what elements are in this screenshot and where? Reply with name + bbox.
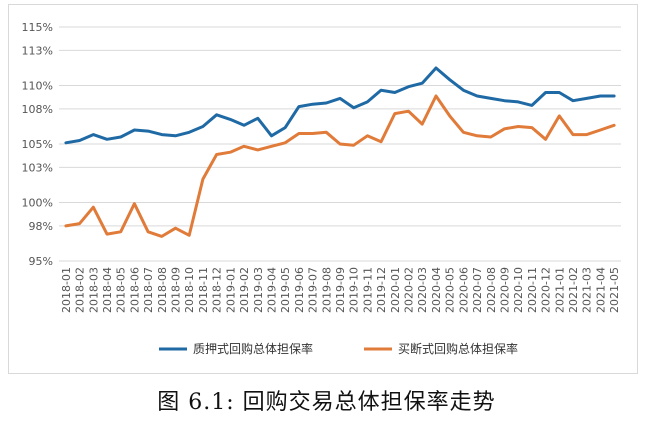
x-tick-label: 2021-01 — [553, 267, 566, 313]
x-tick-label: 2020-02 — [403, 267, 416, 313]
x-tick-label: 2019-12 — [375, 267, 388, 313]
series-line-2 — [64, 94, 616, 238]
x-tick-label: 2020-03 — [416, 267, 429, 313]
series-lines — [64, 66, 616, 238]
x-tick-label: 2019-05 — [279, 267, 292, 313]
x-tick-label: 2021-04 — [594, 267, 607, 313]
x-tick-label: 2019-03 — [252, 267, 265, 313]
x-tick-label: 2019-04 — [265, 267, 278, 313]
x-tick-label: 2019-06 — [293, 267, 306, 313]
series-line-1 — [64, 66, 616, 145]
x-tick-label: 2019-07 — [307, 267, 320, 313]
x-tick-label: 2021-03 — [581, 267, 594, 313]
x-tick-label: 2020-04 — [430, 267, 443, 313]
y-axis-ticks: 95% 98% 100% 103% 105% 108% 110% 113% 115% — [22, 21, 53, 268]
chart-frame: 95% 98% 100% 103% 105% 108% 110% 113% 115% 2018-… — [8, 4, 638, 374]
x-tick-label: 2019-09 — [334, 267, 347, 313]
x-tick-label: 2020-05 — [444, 267, 457, 313]
x-tick-label: 2018-08 — [156, 267, 169, 313]
x-tick-label: 2018-03 — [87, 267, 100, 313]
x-tick-label: 2019-01 — [224, 267, 237, 313]
x-tick-label: 2021-02 — [567, 267, 580, 313]
x-tick-label: 2020-11 — [526, 267, 539, 313]
y-tick-label: 113% — [22, 44, 53, 57]
y-tick-label: 95% — [29, 255, 53, 268]
x-tick-label: 2018-11 — [197, 267, 210, 313]
x-axis-ticks: 2018-01 2018-02 2018-03 2018-04 2018-05 2018-… — [60, 267, 621, 313]
y-tick-label: 115% — [22, 21, 53, 34]
x-tick-label: 2019-08 — [320, 267, 333, 313]
x-tick-label: 2018-02 — [74, 267, 87, 313]
y-tick-label: 100% — [22, 197, 53, 210]
x-tick-label: 2019-02 — [238, 267, 251, 313]
x-tick-label: 2020-12 — [540, 267, 553, 313]
x-tick-label: 2018-09 — [170, 267, 183, 313]
x-tick-label: 2020-01 — [389, 267, 402, 313]
x-tick-label: 2018-01 — [60, 267, 73, 313]
x-tick-label: 2020-08 — [485, 267, 498, 313]
legend-label-2: 买断式回购总体担保率 — [398, 341, 518, 356]
y-tick-label: 110% — [22, 80, 53, 93]
line-chart: 95% 98% 100% 103% 105% 108% 110% 113% 115% 2018-… — [22, 21, 622, 356]
x-tick-label: 2018-05 — [115, 267, 128, 313]
x-tick-label: 2018-12 — [211, 267, 224, 313]
y-tick-label: 105% — [22, 138, 53, 151]
x-tick-label: 2020-09 — [498, 267, 511, 313]
x-tick-label: 2018-06 — [128, 267, 141, 313]
legend: 质押式回购总体担保率 买断式回购总体担保率 — [159, 341, 518, 356]
x-tick-label: 2020-06 — [457, 267, 470, 313]
x-tick-label: 2020-07 — [471, 267, 484, 313]
x-tick-label: 2020-10 — [512, 267, 525, 313]
x-tick-label: 2019-11 — [361, 267, 374, 313]
legend-label-1: 质押式回购总体担保率 — [193, 341, 313, 356]
x-tick-label: 2018-10 — [183, 267, 196, 313]
figure-caption: 图 6.1: 回购交易总体担保率走势 — [157, 390, 496, 415]
y-tick-label: 108% — [22, 103, 53, 116]
x-tick-label: 2018-07 — [142, 267, 155, 313]
x-tick-label: 2019-10 — [348, 267, 361, 313]
x-tick-label: 2018-04 — [101, 267, 114, 313]
y-tick-label: 103% — [22, 161, 53, 174]
x-tick-label: 2021-05 — [608, 267, 621, 313]
y-tick-label: 98% — [29, 220, 53, 233]
